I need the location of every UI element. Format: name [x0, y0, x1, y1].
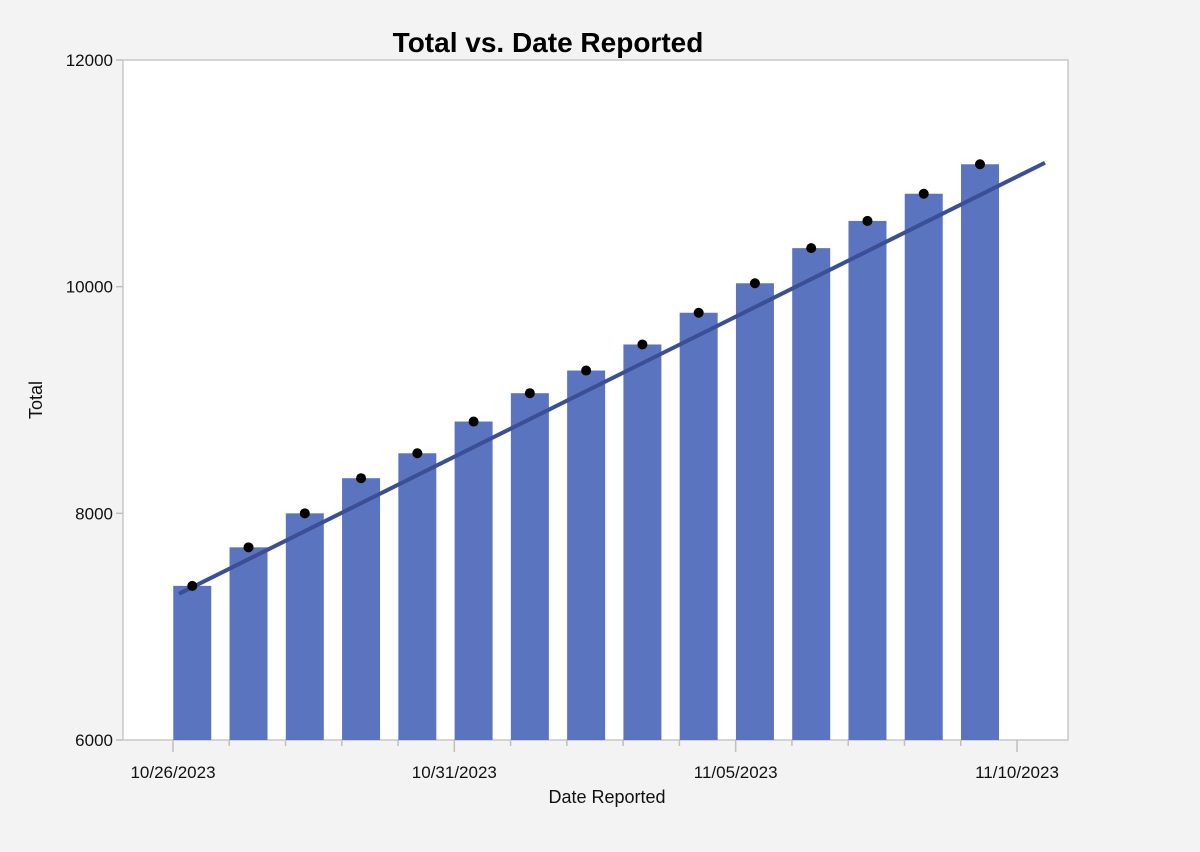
data-point: [581, 365, 592, 376]
data-point: [468, 416, 479, 427]
bar: [285, 513, 324, 740]
data-point: [356, 473, 367, 484]
y-tick-label: 10000: [66, 278, 113, 297]
bar: [848, 220, 887, 740]
bar: [229, 547, 268, 740]
bar: [567, 370, 606, 740]
data-point: [693, 307, 704, 318]
data-point: [749, 278, 760, 289]
bar: [904, 193, 943, 740]
y-axis-ticks: 6000 8000 10000 12000: [66, 51, 123, 750]
x-tick-label: 11/05/2023: [694, 763, 778, 782]
bar: [398, 453, 437, 740]
bar-series: [173, 164, 999, 740]
data-point: [299, 508, 310, 519]
bar: [679, 312, 718, 740]
y-tick-label: 12000: [66, 51, 113, 70]
y-tick-label: 6000: [75, 731, 113, 750]
bar: [173, 585, 212, 740]
x-axis-ticks: 10/26/2023 10/31/2023 11/05/2023 11/10/2023: [130, 740, 1059, 782]
x-tick-label: 11/10/2023: [975, 763, 1059, 782]
bar: [342, 478, 381, 740]
data-point: [243, 542, 254, 553]
trend-line: [178, 160, 1046, 596]
data-point: [524, 388, 535, 399]
bar: [510, 393, 549, 740]
data-point: [187, 580, 198, 591]
bar: [961, 164, 999, 740]
x-tick-label: 10/31/2023: [412, 763, 497, 782]
x-tick-label: 10/26/2023: [130, 763, 215, 782]
data-point: [862, 215, 873, 226]
x-axis-label: Date Reported: [548, 787, 665, 807]
data-point: [918, 188, 929, 199]
bar: [792, 248, 831, 740]
bar: [735, 283, 774, 740]
data-point: [975, 159, 985, 170]
bar: [623, 344, 662, 740]
data-point: [806, 243, 817, 254]
chart-title: Total vs. Date Reported: [393, 27, 704, 58]
y-axis-label: Total: [26, 381, 46, 419]
data-point: [412, 448, 423, 459]
point-series: [187, 159, 985, 591]
bar: [454, 421, 493, 740]
data-point: [637, 339, 648, 350]
trend-line-group: [178, 160, 1046, 596]
y-tick-label: 8000: [75, 504, 113, 523]
